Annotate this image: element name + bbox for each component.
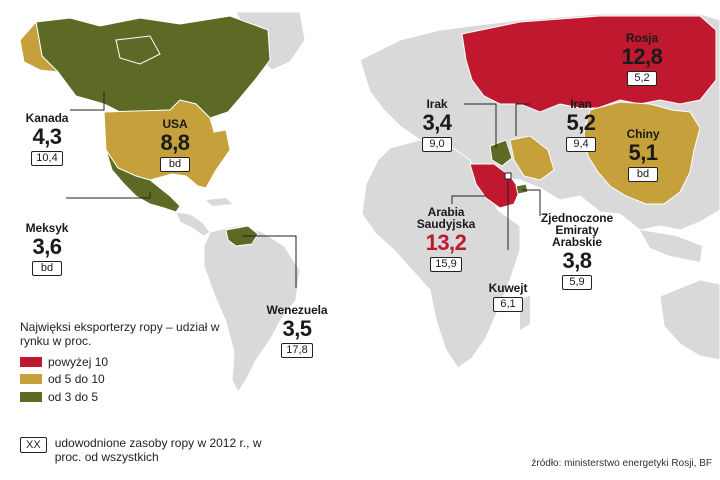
land-uae [515,183,529,195]
reserves-badge: 15,9 [430,257,462,272]
label-kuwejt: Kuwejt 6,1 [482,282,534,312]
label-wenezuela: Wenezuela 3,5 17,8 [262,304,332,358]
reserves-badge: bd [32,261,62,276]
leader-zea [522,189,541,216]
land-kuwait [504,172,512,180]
land-china [583,101,701,205]
country-name: Chiny [626,127,660,141]
label-kanada: Kanada 4,3 10,4 [24,112,70,166]
country-name: Zjednoczone Emiraty Arabskie [540,211,614,249]
land-canada [35,15,271,119]
label-arabia-saudyjska: Arabia Saudyjska 13,2 15,9 [406,206,486,272]
legend-swatch-tan [20,374,42,385]
land-australia [659,279,720,361]
country-name: Arabia Saudyjska [416,205,476,231]
reserves-badge: 9,4 [566,137,596,152]
label-irak: Irak 3,4 9,0 [412,98,462,152]
source-note: źródło: ministerstwo energetyki Rosji, B… [531,458,712,469]
leader-lines [66,92,541,288]
legend: Najwięksi eksporterzy ropy – udział w ry… [20,320,250,407]
export-share: 3,5 [282,316,312,341]
land-japan [702,112,716,148]
reserves-badge: 17,8 [281,343,313,358]
country-name: Meksyk [25,221,69,235]
label-zea: Zjednoczone Emiraty Arabskie 3,8 5,9 [532,212,622,290]
americas [19,11,306,393]
reserves-note-text: udowodnione zasoby ropy w 2012 r., w pro… [54,436,262,465]
leader-meksyk [66,192,151,199]
legend-label: powyżej 10 [48,354,109,369]
land-canada-islands [115,35,161,65]
land-southeast-asia [640,230,702,262]
country-name: Iran [570,97,592,111]
land-central-america [175,211,211,237]
reserves-note: XX udowodnione zasoby ropy w 2012 r., w … [20,436,285,465]
country-name: Kuwejt [488,281,528,295]
export-share: 5,2 [566,110,596,135]
legend-item-over-10: powyżej 10 [20,355,250,369]
land-south-america [203,225,301,393]
label-iran: Iran 5,2 9,4 [556,98,606,152]
label-chiny: Chiny 5,1 bd [618,128,668,182]
legend-item-3-5: od 3 do 5 [20,390,250,404]
reserves-marker: XX [20,437,47,453]
country-name: Rosja [625,31,659,45]
land-alaska [19,20,60,73]
export-share: 3,6 [32,234,62,259]
leader-iran [515,103,530,136]
export-share: 13,2 [425,230,467,255]
legend-title: Najwięksi eksporterzy ropy – udział w ry… [20,320,220,349]
country-name: Wenezuela [266,303,328,317]
reserves-badge: 10,4 [31,151,63,166]
reserves-badge: bd [628,167,658,182]
reserves-badge: 9,0 [422,137,452,152]
reserves-badge: 5,2 [627,71,657,86]
leader-arabia [451,195,486,204]
label-rosja: Rosja 12,8 5,2 [614,32,670,86]
land-caribbean [206,198,232,206]
leader-irak [464,103,497,148]
land-russia [461,15,717,113]
country-name: Irak [426,97,448,111]
export-share: 12,8 [621,44,663,69]
label-meksyk: Meksyk 3,6 bd [20,222,74,276]
legend-label: od 3 do 5 [48,389,99,404]
land-mexico [105,149,181,213]
country-name: USA [162,117,188,131]
reserves-badge: 5,9 [562,275,592,290]
export-share: 8,8 [160,130,190,155]
land-iran [509,135,555,181]
leader-wenezuela [242,235,297,288]
export-share: 3,8 [562,248,592,273]
legend-swatch-red [20,356,42,367]
reserves-badge: 6,1 [493,297,523,312]
label-usa: USA 8,8 bd [150,118,200,172]
export-share: 3,4 [422,110,452,135]
leader-kanada [70,92,105,111]
reserves-badge: bd [160,157,190,172]
export-share: 5,1 [628,140,658,165]
export-share: 4,3 [32,124,62,149]
legend-label: od 5 do 10 [48,372,105,387]
legend-item-5-10: od 5 do 10 [20,372,250,386]
legend-swatch-olive [20,391,42,402]
country-name: Kanada [25,111,69,125]
